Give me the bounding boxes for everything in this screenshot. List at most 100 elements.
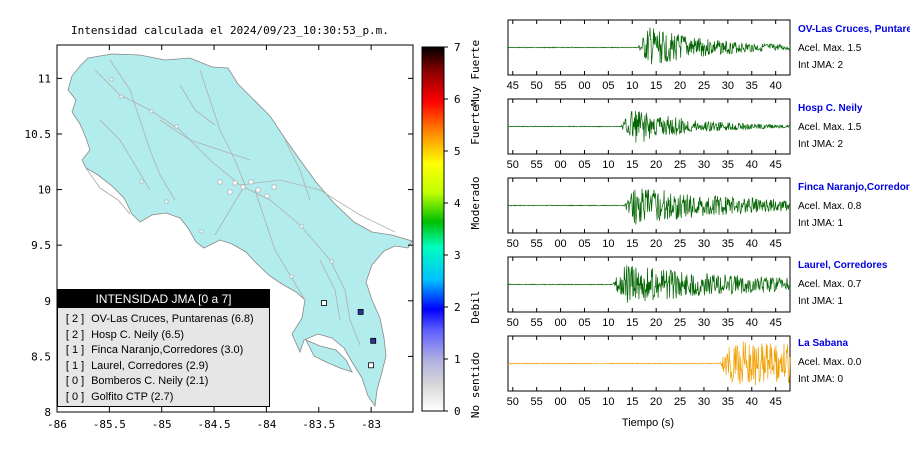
waveform-x-tick-label: 55	[531, 396, 543, 408]
waveform-x-tick-label: 50	[507, 238, 519, 250]
waveform-x-tick-label: 15	[626, 159, 638, 171]
colorbar-category-label: Muy Fuerte	[469, 40, 482, 106]
colorbar-tick-label: 3	[454, 249, 461, 262]
waveform-x-tick-label: 10	[602, 396, 614, 408]
waveform-x-tick-label: 35	[722, 159, 734, 171]
colorbar	[421, 46, 445, 412]
waveform-trace	[507, 188, 791, 225]
station-name: Laurel, Corredores	[798, 260, 888, 271]
waveform-x-tick-label: 55	[531, 317, 543, 329]
waveform-x-tick-label: 45	[770, 317, 782, 329]
legend-title: INTENSIDAD JMA [0 a 7]	[58, 290, 269, 308]
waveform-x-tick-label: 35	[746, 80, 758, 92]
waveform-x-tick-label: 05	[578, 238, 590, 250]
map-x-tick-label: -83	[361, 418, 381, 431]
legend-row: [ 0 ] Bomberos C. Neily (2.1)	[62, 374, 269, 390]
colorbar-tick-label: 6	[454, 93, 461, 106]
waveform-x-tick-label: 25	[674, 159, 686, 171]
legend-jma: [ 0 ]	[65, 375, 85, 387]
costa-rica-land	[67, 53, 413, 408]
waveform-x-tick-label: 55	[554, 80, 566, 92]
station-marker	[357, 309, 364, 315]
legend-station: Laurel, Corredores (2.9)	[91, 359, 209, 372]
map-y-tick-label: 10	[38, 184, 51, 197]
waveform-panel: 50 55 00 05 10 15 20 25 30 35 40 45	[507, 256, 791, 329]
station-marker	[321, 300, 327, 306]
waveform-x-tick-label: 20	[650, 159, 662, 171]
waveform-trace	[507, 341, 791, 386]
map-y-tick-label: 9	[44, 295, 51, 308]
waveform-x-tick-label: 00	[554, 238, 566, 250]
colorbar-tick-label: 5	[454, 145, 461, 158]
waveform-x-tick-label: 50	[507, 159, 519, 171]
waveform-x-tick-label: 20	[650, 317, 662, 329]
acel-max: Acel. Max. 0.0	[798, 357, 862, 368]
waveform-x-tick-label: 25	[698, 80, 710, 92]
station-info: Finca Naranjo,Corredores Acel. Max. 0.8 …	[798, 182, 910, 229]
waveform-x-tick-label: 25	[674, 238, 686, 250]
colorbar-category-label: Fuerte	[469, 105, 482, 145]
waveform-x-tick-label: 40	[746, 317, 758, 329]
legend-jma: [ 2 ]	[65, 328, 85, 341]
int-jma: Int JMA: 2	[798, 139, 844, 150]
waveform-x-tick-label: 10	[602, 317, 614, 329]
waveform-x-tick-label: 30	[698, 396, 710, 408]
station-info: Laurel, Corredores Acel. Max. 0.7 Int JM…	[798, 260, 887, 307]
waveform-x-tick-label: 35	[722, 317, 734, 329]
waveform-panel: 50 55 00 05 10 15 20 25 30 35 40 45	[507, 177, 791, 250]
map-x-tick-label: -86	[47, 418, 67, 431]
waveform-x-tick-label: 05	[578, 317, 590, 329]
waveform-x-tick-label: 00	[554, 396, 566, 408]
legend-station: OV-Las Cruces, Puntarenas (6.8)	[91, 313, 254, 325]
waveform-x-tick-label: 45	[770, 396, 782, 408]
acel-max: Acel. Max. 0.7	[798, 279, 862, 290]
waveform-x-tick-label: 40	[746, 396, 758, 408]
waveform-x-tick-label: 10	[602, 238, 614, 250]
colorbar-tick-label: 4	[454, 197, 461, 210]
map-y-tick-label: 8	[44, 406, 51, 419]
waveform-panel: 50 55 00 05 10 15 20 25 30 35 40 45	[507, 98, 791, 171]
waveform-x-tick-label: 30	[698, 317, 710, 329]
waveform-x-tick-label: 30	[722, 80, 734, 92]
waveform-x-tick-label: 00	[554, 317, 566, 329]
waveform-x-tick-label: 50	[507, 317, 519, 329]
colorbar-tick-label: 2	[454, 301, 461, 314]
legend-station: Golfito CTP (2.7)	[91, 390, 174, 403]
waveform-trace	[507, 110, 791, 143]
int-jma: Int JMA: 2	[798, 60, 844, 71]
legend-row: [ 2 ] Hosp C. Neily (6.5)	[62, 328, 269, 344]
station-name: Finca Naranjo,Corredores	[798, 182, 910, 193]
waveform-x-tick-label: 20	[674, 80, 686, 92]
waveform-x-tick-label: 45	[770, 159, 782, 171]
int-jma: Int JMA: 1	[798, 296, 844, 307]
waveform-x-tick-label: 05	[578, 396, 590, 408]
map-y-tick-label: 9.5	[31, 239, 51, 252]
legend-jma: [ 0 ]	[65, 390, 85, 403]
waveform-x-tick-label: 10	[602, 159, 614, 171]
coastline-detail	[85, 167, 131, 215]
waveform-x-tick-label: 00	[578, 80, 590, 92]
map-x-tick-label: -84.5	[197, 418, 230, 431]
station-markers	[321, 300, 377, 369]
waveform-x-tick-label: 50	[531, 80, 543, 92]
map-y-tick-label: 11	[38, 72, 51, 85]
waveform-x-tick-label: 40	[770, 80, 782, 92]
osa-peninsula	[305, 339, 353, 373]
waveform-x-tick-label: 25	[674, 396, 686, 408]
colorbar-tick-label: 0	[454, 405, 461, 418]
station-info: Hosp C. Neily Acel. Max. 1.5 Int JMA: 2	[798, 103, 862, 150]
map-frame	[56, 44, 414, 413]
colorbar-tick-label: 1	[454, 353, 461, 366]
waveform-panels: 45 50 55 00 05 10 15 20 25 30 35 40 50 55 00 05 10 15 20 25…	[507, 19, 791, 408]
station-marker	[368, 362, 375, 369]
station-name: La Sabana	[798, 338, 849, 349]
acel-max: Acel. Max. 1.5	[798, 43, 862, 54]
station-info: La Sabana Acel. Max. 0.0 Int JMA: 0	[798, 338, 861, 385]
station-info: OV-Las Cruces, Puntarenas Acel. Max. 1.5…	[798, 24, 910, 71]
station-marker	[370, 337, 377, 344]
legend-jma: [ 2 ]	[65, 313, 85, 325]
waveform-x-tick-label: 25	[674, 317, 686, 329]
legend-row: [ 0 ] Golfito CTP (2.7)	[62, 390, 269, 406]
legend-jma: [ 1 ]	[65, 359, 85, 372]
